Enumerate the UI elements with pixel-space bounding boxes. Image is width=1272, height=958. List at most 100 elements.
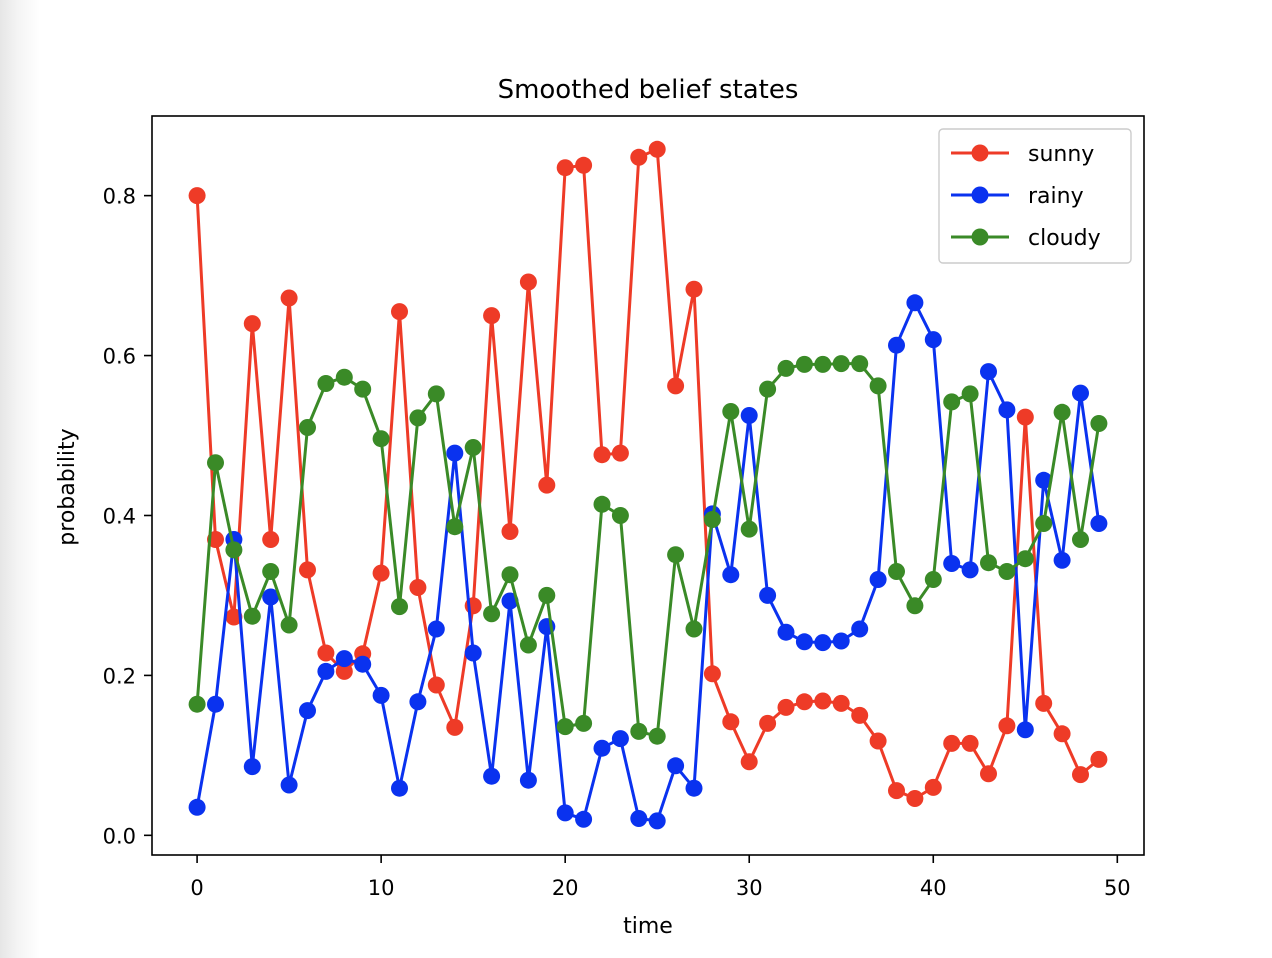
- data-point-cloudy: [630, 722, 648, 740]
- data-point-cloudy: [317, 375, 335, 392]
- legend-item-cloudy: cloudy: [951, 226, 1101, 251]
- data-point-cloudy: [611, 507, 629, 524]
- data-point-sunny: [1072, 766, 1089, 784]
- data-point-cloudy: [538, 586, 556, 604]
- data-point-sunny: [943, 734, 961, 752]
- data-point-sunny: [740, 753, 758, 771]
- data-point-rainy: [961, 561, 979, 579]
- data-point-cloudy: [814, 355, 832, 373]
- chart-title: Smoothed belief states: [498, 75, 799, 105]
- data-point-sunny: [483, 307, 501, 325]
- y-tick-label: 0.8: [103, 185, 136, 209]
- y-axis-ticks: 0.0 0.2 0.4 0.6 0.8: [103, 185, 152, 848]
- data-point-cloudy: [648, 727, 666, 745]
- data-point-sunny: [501, 523, 519, 540]
- data-point-sunny: [888, 782, 905, 800]
- data-point-rainy: [795, 633, 813, 651]
- data-point-sunny: [998, 717, 1016, 735]
- data-point-rainy: [372, 686, 390, 704]
- data-point-sunny: [851, 706, 869, 724]
- legend-item-sunny: sunny: [951, 142, 1094, 167]
- data-point-cloudy: [777, 359, 795, 377]
- data-point-sunny: [1016, 408, 1034, 426]
- data-point-rainy: [740, 407, 758, 424]
- data-point-cloudy: [243, 607, 261, 625]
- data-point-rainy: [630, 810, 648, 827]
- data-point-sunny: [372, 564, 390, 582]
- x-tick-label: 20: [552, 876, 579, 900]
- data-point-sunny: [593, 446, 611, 464]
- legend-marker-sunny: [971, 144, 989, 162]
- x-tick-label: 50: [1104, 876, 1131, 900]
- data-point-sunny: [722, 713, 740, 731]
- data-point-sunny: [575, 156, 593, 174]
- data-point-rainy: [1072, 384, 1089, 402]
- data-point-sunny: [317, 644, 335, 662]
- data-point-rainy: [335, 650, 353, 668]
- legend-box: [938, 128, 1132, 264]
- data-point-sunny: [906, 790, 924, 807]
- data-point-cloudy: [685, 620, 703, 638]
- data-point-sunny: [961, 734, 979, 752]
- legend: sunny rainy cloudy: [938, 128, 1132, 264]
- data-point-rainy: [593, 739, 611, 757]
- series-rainy: [188, 294, 1108, 830]
- data-point-cloudy: [556, 718, 574, 736]
- data-point-sunny: [188, 187, 206, 205]
- data-point-cloudy: [427, 385, 445, 403]
- data-point-sunny: [556, 159, 574, 177]
- y-tick-label: 0.0: [103, 824, 136, 848]
- data-point-rainy: [667, 757, 685, 775]
- data-point-rainy: [188, 798, 206, 816]
- data-point-rainy: [299, 702, 316, 720]
- data-point-cloudy: [188, 695, 206, 713]
- legend-marker-cloudy: [971, 228, 989, 246]
- data-point-rainy: [685, 779, 703, 797]
- data-point-sunny: [777, 698, 795, 716]
- y-tick-label: 0.4: [103, 504, 136, 528]
- data-point-rainy: [280, 776, 298, 794]
- data-point-cloudy: [483, 605, 501, 623]
- data-point-sunny: [1053, 725, 1071, 743]
- y-axis-label: probability: [55, 428, 80, 545]
- data-point-cloudy: [906, 597, 924, 615]
- data-point-cloudy: [961, 385, 979, 403]
- data-point-rainy: [648, 812, 666, 830]
- data-point-rainy: [759, 586, 777, 604]
- data-point-cloudy: [1035, 515, 1053, 532]
- legend-label-sunny: sunny: [1028, 142, 1094, 167]
- data-point-rainy: [483, 767, 501, 785]
- data-point-sunny: [299, 561, 316, 579]
- data-point-sunny: [759, 714, 777, 732]
- data-point-cloudy: [722, 403, 740, 420]
- data-point-cloudy: [575, 714, 593, 732]
- legend-marker-rainy: [971, 186, 989, 204]
- data-point-cloudy: [299, 419, 316, 436]
- x-tick-label: 40: [920, 876, 947, 900]
- legend-item-rainy: rainy: [951, 184, 1084, 209]
- y-tick-label: 0.2: [103, 664, 136, 688]
- data-point-cloudy: [888, 563, 905, 580]
- data-point-cloudy: [1016, 550, 1034, 568]
- legend-label-rainy: rainy: [1028, 184, 1084, 209]
- data-point-rainy: [556, 804, 574, 822]
- x-axis-ticks: 0 10 20 30 40 50: [190, 855, 1131, 900]
- series-sunny: [188, 140, 1108, 807]
- series-line-cloudy: [195, 362, 1101, 738]
- data-point-sunny: [1035, 694, 1053, 712]
- data-point-rainy: [906, 294, 924, 312]
- data-point-rainy: [611, 730, 629, 748]
- data-point-sunny: [924, 778, 942, 796]
- data-point-sunny: [795, 693, 813, 711]
- data-point-cloudy: [372, 430, 390, 448]
- data-point-rainy: [1053, 551, 1071, 569]
- data-point-cloudy: [924, 571, 942, 588]
- plot-frame: [151, 115, 1145, 856]
- data-point-sunny: [648, 140, 666, 158]
- data-point-rainy: [575, 810, 593, 828]
- data-point-cloudy: [943, 393, 961, 411]
- data-point-rainy: [943, 555, 961, 572]
- data-point-cloudy: [464, 439, 482, 456]
